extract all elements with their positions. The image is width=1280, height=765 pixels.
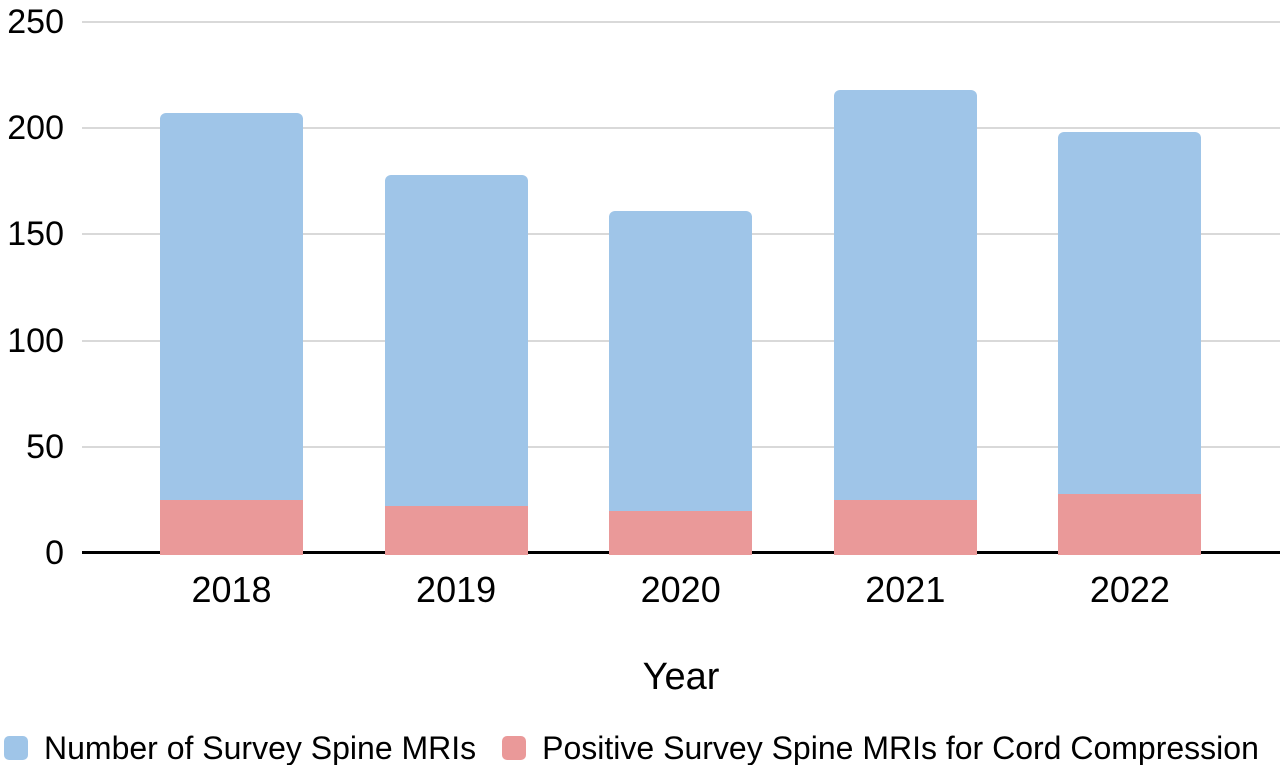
bar-total-mris-2022 bbox=[1058, 132, 1202, 555]
y-axis-tick-label-0: 0 bbox=[45, 534, 64, 572]
bar-positive-cord-compression-2019 bbox=[384, 506, 528, 555]
y-axis-tick-label-50: 50 bbox=[26, 427, 64, 466]
x-axis-tick-label-2022: 2022 bbox=[1089, 569, 1170, 610]
x-axis-tick-label-2020: 2020 bbox=[640, 569, 721, 610]
bar-positive-cord-compression-2022 bbox=[1058, 493, 1202, 555]
gridline-200 bbox=[82, 127, 1280, 130]
y-axis-tick-label-200: 200 bbox=[7, 109, 64, 148]
y-axis-tick-label-150: 150 bbox=[7, 215, 64, 254]
bar-total-mris-2021 bbox=[833, 89, 977, 555]
bar-total-mris-2018 bbox=[160, 113, 303, 555]
legend: Number of Survey Spine MRIs Positive Surv… bbox=[4, 731, 1259, 765]
x-axis-title: Year bbox=[642, 656, 720, 698]
x-axis-tick-label-2019: 2019 bbox=[416, 569, 497, 610]
gridline-250 bbox=[82, 21, 1280, 23]
legend-color-swatch-icon bbox=[502, 736, 527, 760]
legend-label: Number of Survey Spine MRIs bbox=[44, 730, 477, 765]
y-axis-tick-label-250: 250 bbox=[7, 3, 64, 41]
bar-total-mris-2020 bbox=[609, 211, 753, 555]
bar-positive-cord-compression-2021 bbox=[833, 499, 977, 555]
y-axis-tick-label-100: 100 bbox=[7, 321, 64, 360]
bar-positive-cord-compression-2020 bbox=[609, 510, 753, 555]
legend-item-survey-mris: Number of Survey Spine MRIs bbox=[4, 731, 476, 765]
bar-positive-cord-compression-2018 bbox=[160, 499, 303, 555]
bar-total-mris-2019 bbox=[384, 174, 528, 555]
legend-item-positive-mris: Positive Survey Spine MRIs for Cord Comp… bbox=[502, 731, 1259, 765]
x-axis-tick-label-2021: 2021 bbox=[865, 569, 946, 610]
legend-label: Positive Survey Spine MRIs for Cord Comp… bbox=[542, 730, 1259, 765]
legend-color-swatch-icon bbox=[4, 736, 28, 760]
x-axis-tick-label-2018: 2018 bbox=[191, 569, 272, 610]
